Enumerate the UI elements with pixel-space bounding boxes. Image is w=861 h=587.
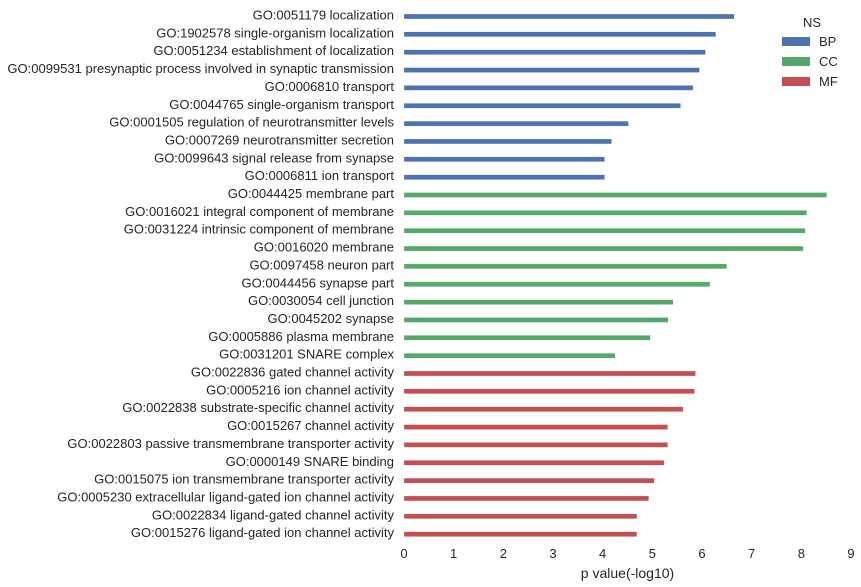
category-label: GO:0016021 integral component of membran… <box>125 204 394 219</box>
x-tick-label: 8 <box>798 546 805 561</box>
bar-bp <box>403 120 629 127</box>
bar-cc <box>403 352 616 359</box>
category-label: GO:0005216 ion channel activity <box>206 382 394 397</box>
legend: NS BP CC MF <box>782 15 838 89</box>
bar-cc <box>403 281 711 287</box>
x-tick-label: 0 <box>400 546 407 561</box>
bar-mf <box>403 388 695 395</box>
category-label: GO:0044425 membrane part <box>228 186 395 201</box>
category-label: GO:0031224 intrinsic component of membra… <box>124 222 394 237</box>
bar-bp <box>403 49 706 55</box>
bars <box>403 13 827 537</box>
bar-cc <box>403 317 669 323</box>
category-label: GO:0099531 presynaptic process involved … <box>7 61 394 76</box>
legend-label-bp: BP <box>819 34 836 49</box>
category-label: GO:0005230 extracellular ligand-gated io… <box>57 489 394 504</box>
legend-label-cc: CC <box>819 54 838 69</box>
category-label: GO:0006810 transport <box>265 79 395 94</box>
category-label: GO:0031201 SNARE complex <box>219 347 394 362</box>
x-tick-label: 1 <box>450 546 457 561</box>
category-label: GO:0015276 ligand-gated ion channel acti… <box>131 525 395 540</box>
bar-cc <box>403 210 807 216</box>
bar-bp <box>403 31 717 38</box>
category-label: GO:0045202 synapse <box>268 311 394 326</box>
bar-bp <box>403 103 681 109</box>
category-label: GO:0015075 ion transmembrane transporter… <box>94 472 394 487</box>
x-tick-label: 2 <box>500 546 507 561</box>
category-label: GO:0001505 regulation of neurotransmitte… <box>109 115 394 130</box>
category-label: GO:0000149 SNARE binding <box>226 454 394 469</box>
x-axis: 0 1 2 3 4 5 6 7 8 9 <box>400 546 854 561</box>
x-tick-label: 9 <box>847 546 854 561</box>
category-label: GO:0097458 neuron part <box>249 257 394 272</box>
bar-mf <box>403 442 668 448</box>
x-tick-label: 4 <box>599 546 606 561</box>
bar-cc <box>403 335 651 341</box>
category-label: GO:0044456 synapse part <box>242 275 395 290</box>
bar-mf <box>403 424 668 430</box>
x-tick-label: 6 <box>698 546 705 561</box>
category-label: GO:0022803 passive transmembrane transpo… <box>67 436 394 451</box>
bar-cc <box>403 263 727 270</box>
category-label: GO:0022838 substrate-specific channel ac… <box>122 400 394 415</box>
bar-bp <box>403 13 735 20</box>
legend-swatch-cc <box>782 57 810 66</box>
x-axis-label: p value(-log10) <box>581 565 674 581</box>
category-label: GO:0022836 gated channel activity <box>191 365 395 380</box>
bar-bp <box>403 174 605 180</box>
bar-mf <box>403 495 650 502</box>
bar-mf <box>403 477 655 484</box>
bar-bp <box>403 85 694 91</box>
bar-bp <box>403 67 700 73</box>
x-tick-label: 7 <box>748 546 755 561</box>
category-label: GO:0005886 plasma membrane <box>208 329 394 344</box>
category-label: GO:0044765 single-organism transport <box>169 97 394 112</box>
category-label: GO:0007269 neurotransmitter secretion <box>165 132 394 147</box>
bar-bp <box>403 156 605 162</box>
bar-mf <box>403 370 696 377</box>
bar-mf <box>403 406 684 412</box>
category-label: GO:0051179 localization <box>253 8 394 23</box>
bar-cc <box>403 245 804 252</box>
legend-title: NS <box>803 15 821 30</box>
bar-mf <box>403 513 638 519</box>
legend-swatch-mf <box>782 77 810 86</box>
bar-mf <box>403 460 665 466</box>
category-label: GO:0099643 signal release from synapse <box>154 150 394 165</box>
bar-mf <box>403 531 638 537</box>
category-label: GO:0016020 membrane <box>254 240 394 255</box>
category-label: GO:0051234 establishment of localization <box>153 43 394 58</box>
legend-swatch-bp <box>782 37 810 46</box>
category-labels: GO:0051179 localization GO:1902578 single… <box>7 8 394 541</box>
x-tick-label: 3 <box>549 546 556 561</box>
category-label: GO:0015267 channel activity <box>227 418 394 433</box>
bar-cc <box>403 228 806 234</box>
bar-cc <box>403 192 827 198</box>
category-label: GO:1902578 single-organism localization <box>156 25 394 40</box>
bar-cc <box>403 299 674 305</box>
x-tick-label: 5 <box>649 546 656 561</box>
category-label: GO:0030054 cell junction <box>248 293 394 308</box>
legend-label-mf: MF <box>819 74 838 89</box>
category-label: GO:0006811 ion transport <box>245 168 395 183</box>
category-label: GO:0022834 ligand-gated channel activity <box>152 507 395 522</box>
bar-bp <box>403 138 612 145</box>
